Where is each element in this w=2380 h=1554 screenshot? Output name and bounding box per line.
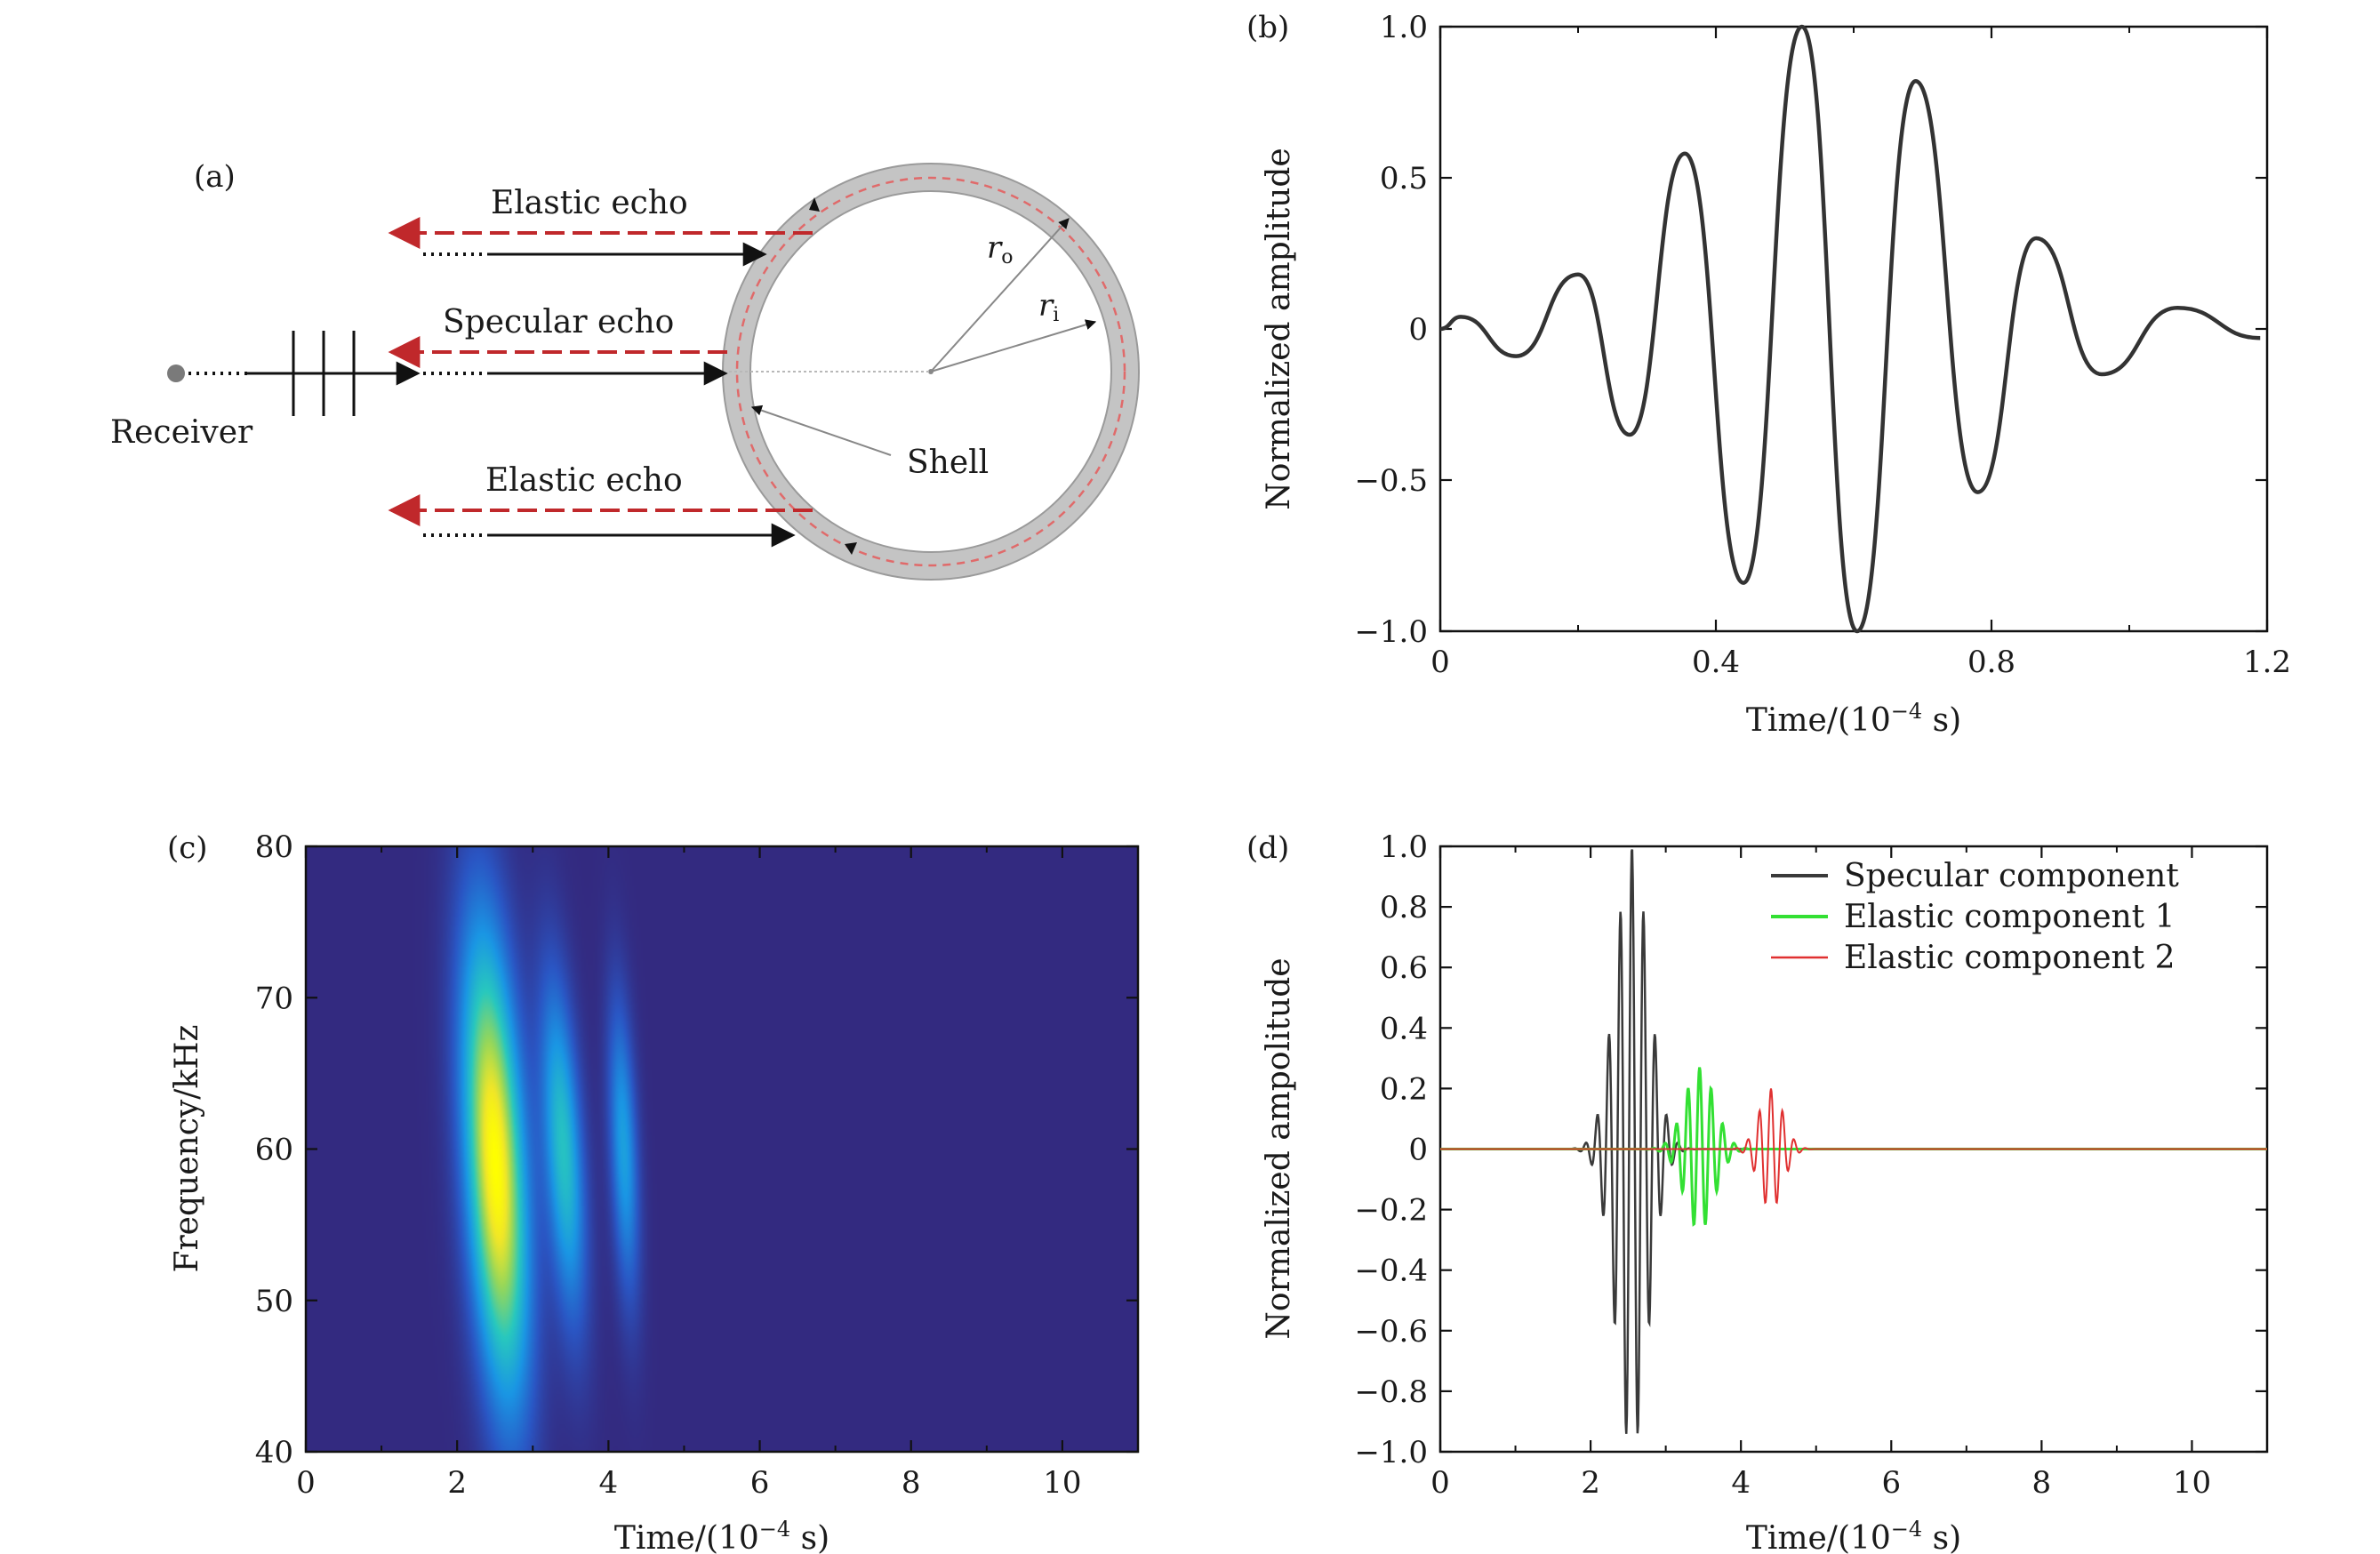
panel-d-chart: (d) 0 2 4 6 8 10 −1.0 −0.8 −0.6 −0.4 −0.2 0 0.2 0.4 0.…: [1246, 829, 2269, 1554]
panel-c-spectrogram: [306, 846, 1138, 1452]
y-tick-label: 50: [255, 1284, 293, 1319]
panel-b-chart: (b) 0 0.4 0.8 1.2 −1.0 −0.5 0 0.5 1.0 Normalized…: [1246, 10, 2291, 739]
x-tick-label: 10: [2173, 1465, 2211, 1501]
x-tick-label: 2: [1581, 1465, 1600, 1501]
receiver-icon: [167, 364, 185, 382]
y-tick-label: −0.6: [1354, 1314, 1428, 1350]
series-line-3: [1440, 1088, 2267, 1205]
shell-label: Shell: [907, 445, 989, 481]
panel-a-label: (a): [194, 159, 236, 195]
x-tick-label: 10: [1043, 1465, 1081, 1501]
x-tick-label: 4: [1731, 1465, 1751, 1501]
y-tick-label: 0.8: [1380, 890, 1428, 925]
y-tick-label: 40: [255, 1435, 293, 1470]
x-tick-label: 4: [599, 1465, 619, 1501]
panel-c-chart: (c) 0 2 4 6 8 10 40 50 60 70 80 Frequency/kHz Time…: [167, 829, 1140, 1554]
y-tick-label: 1.0: [1380, 829, 1428, 865]
legend-label-elastic-2: Elastic component 2: [1844, 940, 2176, 976]
elastic-echo-top-label: Elastic echo: [491, 185, 688, 221]
panel-b-xlabel: Time/(10−4 s): [1746, 699, 1961, 739]
panel-b-ylabel: Normalized amplitude: [1261, 148, 1297, 509]
x-tick-label: 0: [1430, 1465, 1450, 1501]
x-tick-label: 0.4: [1692, 645, 1740, 680]
panel-c-label: (c): [167, 830, 208, 866]
inner-radius-arrow: [930, 319, 1097, 372]
specular-echo-label: Specular echo: [443, 304, 674, 340]
x-tick-label: 8: [902, 1465, 921, 1501]
y-tick-label: −0.4: [1354, 1254, 1428, 1289]
shell-midline: [735, 176, 1126, 567]
y-tick-label: −1.0: [1354, 1435, 1428, 1470]
y-tick-label: −0.8: [1354, 1374, 1428, 1410]
panel-a-diagram: (a) ro ri Shell Elastic echo Specular ec…: [110, 159, 1140, 581]
panel-c-ylabel: Frequency/kHz: [169, 1024, 205, 1272]
x-tick-label: 1.2: [2243, 645, 2291, 680]
series-line-2: [1440, 1067, 2267, 1227]
y-tick-label: 0.6: [1380, 950, 1428, 986]
r-inner-label: ri: [1038, 288, 1059, 326]
outer-radius-arrow: [930, 218, 1070, 372]
panel-d-ticks: 0 2 4 6 8 10 −1.0 −0.8 −0.6 −0.4 −0.2 0 0.2 0.4 0.6 0.8…: [1354, 829, 2267, 1501]
y-tick-label: −1.0: [1354, 614, 1428, 650]
shell-pointer: [750, 405, 892, 456]
panel-b-ticks: 0 0.4 0.8 1.2 −1.0 −0.5 0 0.5 1.0: [1354, 10, 2291, 680]
y-tick-label: 60: [255, 1133, 293, 1168]
series-line-1: [1440, 849, 2267, 1434]
panel-d-legend: Specular component Elastic component 1 E…: [1771, 858, 2179, 976]
panel-c-ticks: 0 2 4 6 8 10 40 50 60 70 80: [255, 829, 1138, 1501]
panel-b-pulse-line: [1439, 24, 2261, 634]
y-tick-label: 0.4: [1380, 1011, 1428, 1046]
y-tick-label: 0: [1408, 1133, 1428, 1168]
panel-d-label: (d): [1246, 830, 1289, 866]
legend-label-elastic-1: Elastic component 1: [1844, 899, 2176, 935]
x-tick-label: 0: [1430, 645, 1450, 680]
receiver-label: Receiver: [110, 414, 253, 451]
circumferential-arrow-bottom-icon: [845, 542, 857, 555]
panel-b-frame: [1438, 25, 2269, 633]
x-tick-label: 6: [750, 1465, 770, 1501]
y-tick-label: −0.5: [1354, 463, 1428, 499]
x-tick-label: 0: [296, 1465, 316, 1501]
circumferential-arrow-top-icon: [809, 197, 820, 212]
x-tick-label: 2: [447, 1465, 467, 1501]
panel-b-label: (b): [1246, 10, 1289, 45]
panel-d-series: [1440, 849, 2267, 1434]
panel-d-ylabel: Normalized ampolitude: [1261, 957, 1297, 1339]
legend-label-specular: Specular component: [1844, 858, 2179, 894]
y-tick-label: −0.2: [1354, 1193, 1428, 1229]
y-tick-label: 80: [255, 829, 293, 865]
y-tick-label: 70: [255, 981, 293, 1016]
y-tick-label: 0.2: [1380, 1071, 1428, 1107]
y-tick-label: 0.5: [1380, 161, 1428, 196]
panel-d-xlabel: Time/(10−4 s): [1746, 1517, 1961, 1554]
y-tick-label: 1.0: [1380, 10, 1428, 45]
r-outer-label: ro: [987, 230, 1014, 268]
x-tick-label: 6: [1881, 1465, 1901, 1501]
x-tick-label: 0.8: [1967, 645, 2015, 680]
x-tick-label: 8: [2032, 1465, 2052, 1501]
elastic-echo-bottom-label: Elastic echo: [485, 462, 683, 499]
y-tick-label: 0: [1408, 312, 1428, 348]
panel-c-xlabel: Time/(10−4 s): [614, 1517, 829, 1554]
